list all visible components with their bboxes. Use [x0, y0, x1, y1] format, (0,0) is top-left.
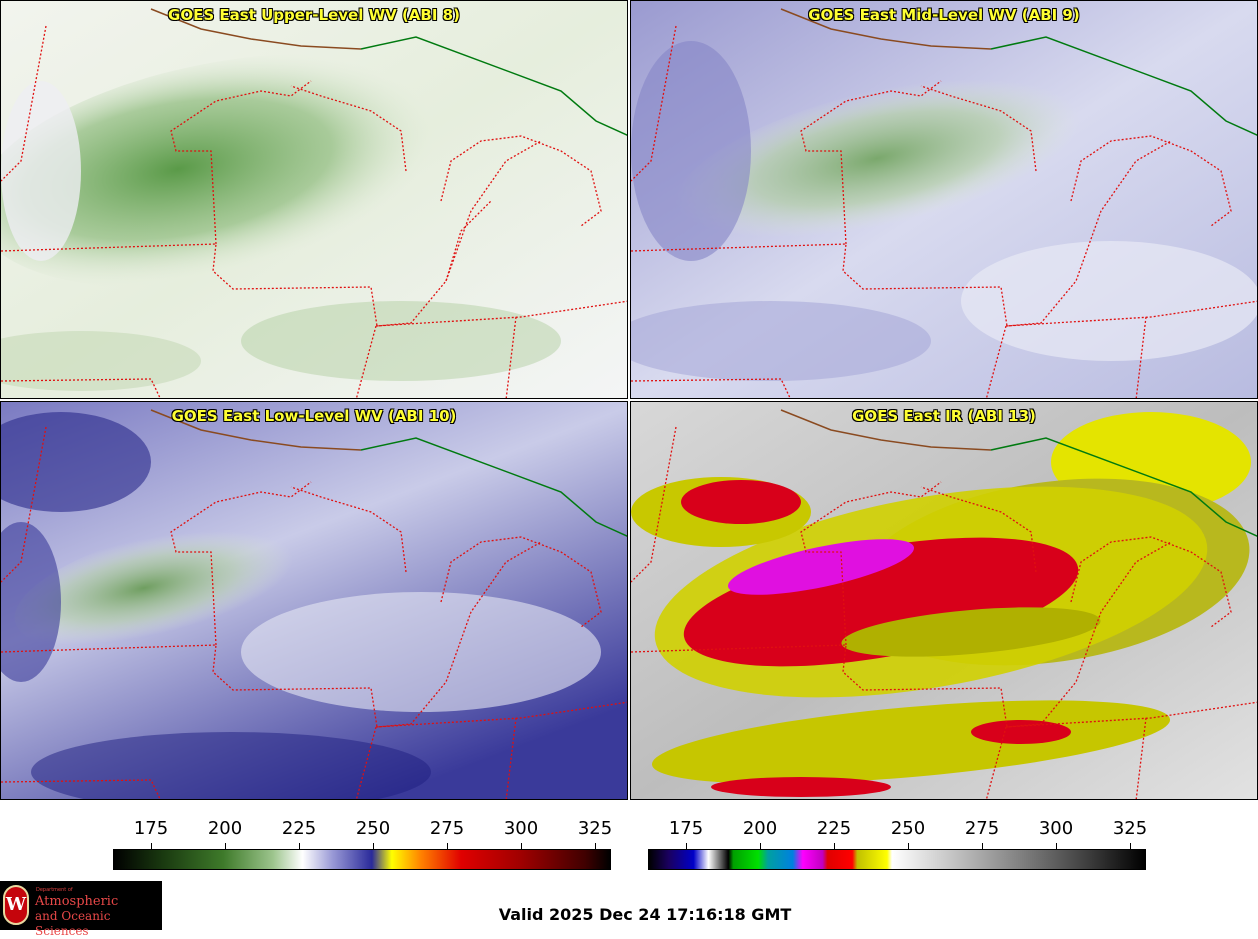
wv-tick-label: 175 [133, 818, 169, 839]
ir-tick-label: 200 [742, 818, 778, 839]
wv-tick-label: 300 [503, 818, 539, 839]
panel-low-level-wv: GOES East Low-Level WV (ABI 10) [0, 401, 628, 800]
panel-title: GOES East Low-Level WV (ABI 10) [171, 407, 457, 425]
panel-title: GOES East IR (ABI 13) [852, 407, 1036, 425]
panel-ir: GOES East IR (ABI 13) [630, 401, 1258, 800]
ir-colorbar [648, 849, 1146, 870]
ir-tick-label: 250 [890, 818, 926, 839]
panel-title: GOES East Upper-Level WV (ABI 8) [168, 6, 460, 24]
valid-time-label: Valid 2025 Dec 24 17:16:18 GMT [498, 905, 792, 924]
panel-upper-level-wv: GOES East Upper-Level WV (ABI 8) [0, 0, 628, 399]
mid-wv-image [631, 1, 1257, 398]
wv-tick-label: 325 [577, 818, 613, 839]
low-wv-image [1, 402, 627, 799]
ir-image [631, 402, 1257, 799]
ir-tick-label: 225 [816, 818, 852, 839]
ir-tick-label: 275 [964, 818, 1000, 839]
wv-tick-label: 275 [429, 818, 465, 839]
ir-tick-label: 325 [1112, 818, 1148, 839]
wv-tick-label: 225 [281, 818, 317, 839]
uw-seal-icon: W [3, 885, 29, 925]
logo-department-text: Department of [36, 887, 73, 893]
aos-logo: W Department of Atmospheric and Oceanic … [0, 881, 162, 938]
wv-tick-label: 200 [207, 818, 243, 839]
panel-title: GOES East Mid-Level WV (ABI 9) [808, 6, 1080, 24]
upper-wv-image [1, 1, 627, 398]
panel-mid-level-wv: GOES East Mid-Level WV (ABI 9) [630, 0, 1258, 399]
wv-tick-label: 250 [355, 818, 391, 839]
wv-colorbar [113, 849, 611, 870]
ir-tick-label: 300 [1038, 818, 1074, 839]
ir-tick-label: 175 [668, 818, 704, 839]
